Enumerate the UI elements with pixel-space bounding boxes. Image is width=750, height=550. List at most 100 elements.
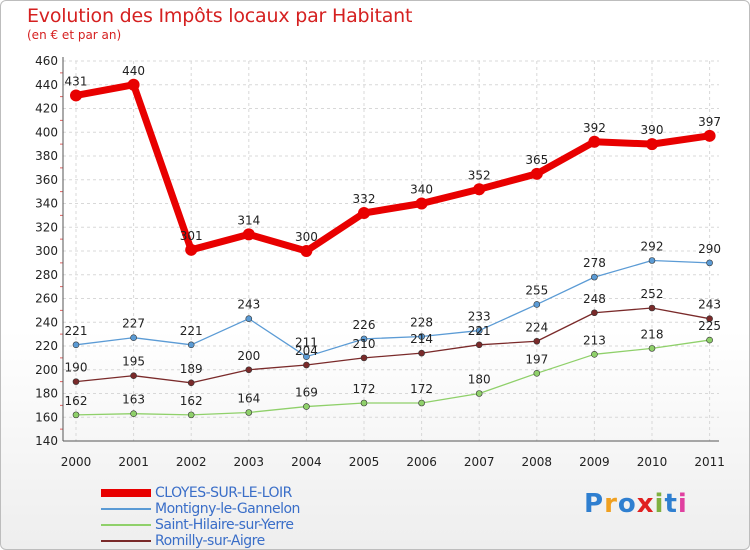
data-point <box>533 370 541 377</box>
data-label: 200 <box>237 349 260 363</box>
series-line-0 <box>75 81 711 255</box>
data-label: 195 <box>122 355 145 369</box>
data-point <box>127 78 140 91</box>
data-label: 243 <box>698 298 721 312</box>
data-point <box>303 403 310 410</box>
data-label: 255 <box>525 283 548 297</box>
data-point <box>591 273 598 281</box>
data-label: 213 <box>583 333 606 347</box>
x-tick-label: 2006 <box>406 455 437 469</box>
data-label: 221 <box>468 324 491 338</box>
data-point <box>187 411 195 419</box>
data-label: 243 <box>237 298 260 312</box>
y-tick-label: 340 <box>35 197 58 211</box>
data-point <box>473 183 486 196</box>
y-tick-label: 460 <box>35 54 58 68</box>
data-point <box>533 337 541 345</box>
x-tick-label: 2000 <box>61 455 92 469</box>
y-tick-label: 180 <box>35 387 58 401</box>
data-label: 172 <box>353 382 376 396</box>
x-tick-label: 2010 <box>637 455 668 469</box>
y-tick-label: 400 <box>35 125 58 139</box>
data-point <box>70 89 82 102</box>
logo-letter: o <box>617 489 637 519</box>
data-label: 397 <box>698 115 721 129</box>
data-point <box>72 341 80 349</box>
data-point <box>242 228 255 241</box>
data-label: 190 <box>65 361 88 375</box>
legend-swatch <box>101 540 151 542</box>
data-label: 440 <box>122 64 145 78</box>
data-label: 218 <box>641 327 664 341</box>
data-point <box>245 409 253 416</box>
data-point <box>303 353 310 360</box>
legend-label: CLOYES-SUR-LE-LOIR <box>155 485 292 501</box>
data-label: 210 <box>353 337 376 351</box>
legend-item: CLOYES-SUR-LE-LOIR <box>101 485 401 501</box>
logo-letter: x <box>636 489 655 519</box>
series-line-2 <box>75 339 710 416</box>
x-tick-label: 2009 <box>579 455 610 469</box>
data-label: 314 <box>237 213 260 227</box>
data-point <box>475 341 483 349</box>
data-point <box>245 366 253 374</box>
data-point <box>72 411 80 419</box>
data-label: 248 <box>583 292 606 306</box>
data-label: 227 <box>122 317 145 331</box>
data-point <box>130 334 137 341</box>
data-point <box>130 372 137 379</box>
data-label: 221 <box>180 324 203 338</box>
data-point <box>706 315 713 322</box>
x-tick-label: 2001 <box>118 455 149 469</box>
data-label: 164 <box>237 392 260 406</box>
legend-label: Romilly-sur-Aigre <box>155 533 265 549</box>
data-label: 290 <box>698 242 721 256</box>
y-tick-label: 440 <box>35 78 58 92</box>
data-point <box>187 341 195 349</box>
data-point <box>360 335 368 343</box>
y-tick-label: 420 <box>35 102 58 116</box>
data-labels: 221 227 221 243 211 226 228 233 255 278 292 290 162 1… <box>65 64 722 408</box>
data-point <box>300 245 313 257</box>
data-label: 224 <box>525 320 548 334</box>
x-tick-label: 2002 <box>176 455 207 469</box>
data-label: 214 <box>410 332 433 346</box>
data-label: 225 <box>698 319 721 333</box>
y-tick-label: 260 <box>35 292 58 306</box>
data-label: 169 <box>295 386 318 400</box>
data-point <box>418 349 425 357</box>
data-label: 228 <box>410 316 433 330</box>
y-tick-label: 240 <box>35 315 58 329</box>
data-point <box>703 129 716 142</box>
data-point <box>360 399 368 407</box>
series-line-1 <box>75 259 710 358</box>
data-point <box>475 390 483 397</box>
data-point <box>591 351 598 358</box>
data-point <box>185 243 198 256</box>
x-tick-label: 2007 <box>464 455 495 469</box>
legend-item: Saint-Hilaire-sur-Yerre <box>101 517 401 533</box>
x-tick-label: 2011 <box>694 455 725 469</box>
data-point <box>360 354 368 362</box>
data-label: 390 <box>641 123 664 137</box>
legend-item: Romilly-sur-Aigre <box>101 533 401 549</box>
data-point <box>591 309 598 317</box>
proxiti-logo: Proxiti <box>584 489 688 519</box>
legend-swatch <box>101 524 151 526</box>
data-label: 180 <box>468 373 491 387</box>
logo-letter: t <box>664 489 678 519</box>
data-point <box>303 361 310 369</box>
chart-title: Evolution des Impôts locaux par Habitant <box>27 5 413 27</box>
data-label: 163 <box>122 393 145 407</box>
data-label: 431 <box>65 74 88 88</box>
y-tick-label: 220 <box>35 339 58 353</box>
series-lines <box>70 78 716 419</box>
data-point <box>706 336 713 344</box>
data-label: 352 <box>468 168 491 182</box>
chart-subtitle: (en € et par an) <box>27 28 122 42</box>
data-label: 162 <box>65 394 88 408</box>
data-label: 252 <box>641 287 664 301</box>
data-label: 332 <box>353 192 376 206</box>
